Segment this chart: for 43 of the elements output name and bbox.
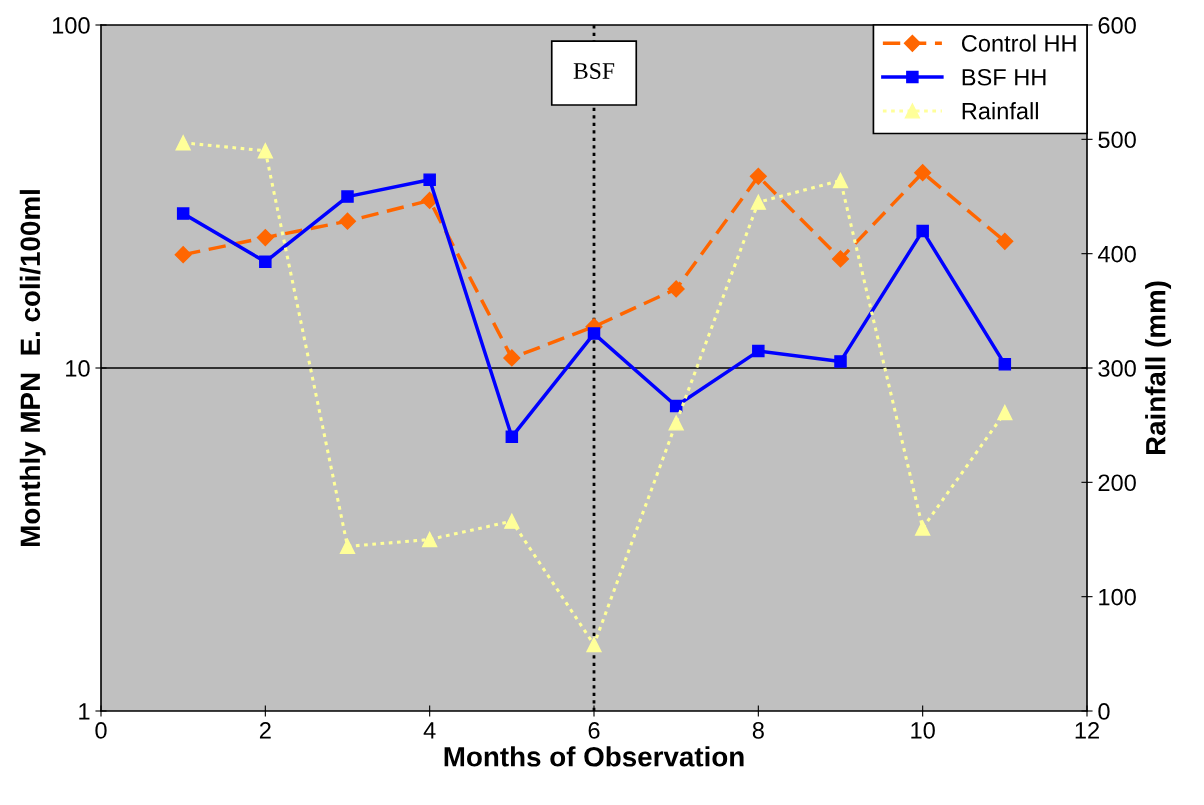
point <box>256 229 274 247</box>
y-tick-label: 10 <box>66 360 90 377</box>
point <box>749 167 767 185</box>
point <box>916 224 929 238</box>
y-axis-title: Monthly MPN E. coli/100ml <box>19 190 46 546</box>
x-axis-title: Months of Observation <box>444 746 744 767</box>
y-tick-label: 100 <box>52 17 90 34</box>
point <box>259 255 272 269</box>
legend-label: Rainfall <box>962 102 1038 120</box>
y2-tick-label: 500 <box>1098 131 1136 149</box>
x-tick-label: 6 <box>588 722 600 739</box>
point <box>174 246 192 264</box>
point <box>503 349 521 367</box>
point <box>998 358 1012 371</box>
point <box>667 280 685 298</box>
x-tick-label: 0 <box>95 722 107 739</box>
point <box>341 190 354 203</box>
y2-tick-label: 100 <box>1099 588 1136 606</box>
y2-tick-label: 600 <box>1098 17 1136 34</box>
x-tick-label: 12 <box>1075 722 1099 739</box>
point <box>831 250 850 268</box>
y2-axis-title: Rainfall (mm) <box>1145 281 1172 455</box>
point <box>587 327 601 340</box>
ref-line-label: BSF <box>573 63 615 79</box>
point <box>834 355 847 368</box>
legend-label: BSF HH <box>962 68 1046 86</box>
y2-tick-label: 200 <box>1098 474 1136 492</box>
point <box>996 232 1014 250</box>
point <box>176 207 190 220</box>
point <box>752 344 765 358</box>
y2-tick-label: 400 <box>1097 245 1136 263</box>
x-tick-label: 4 <box>423 722 436 739</box>
x-tick-label: 2 <box>259 722 271 739</box>
y-tick-label: 1 <box>79 703 90 720</box>
point <box>914 164 932 182</box>
point <box>423 173 436 186</box>
y2-tick-label: 300 <box>1098 360 1136 377</box>
x-tick-label: 8 <box>752 722 764 739</box>
legend-label: Control HH <box>961 34 1076 52</box>
y2-tick-label: 0 <box>1098 703 1110 720</box>
x-tick-label: 10 <box>911 722 935 739</box>
point <box>338 212 357 230</box>
point <box>505 430 519 444</box>
